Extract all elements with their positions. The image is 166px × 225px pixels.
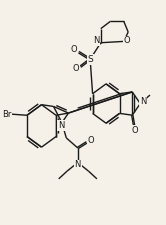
Text: O: O (71, 45, 78, 54)
Text: Br: Br (2, 110, 11, 119)
Text: O: O (73, 64, 79, 73)
Text: O: O (87, 136, 94, 145)
Text: O: O (131, 126, 138, 135)
Text: N: N (140, 97, 146, 106)
Text: S: S (87, 55, 93, 64)
Text: N: N (93, 36, 100, 45)
Text: N: N (58, 121, 64, 130)
Text: O: O (124, 36, 131, 45)
Text: N: N (75, 160, 81, 169)
